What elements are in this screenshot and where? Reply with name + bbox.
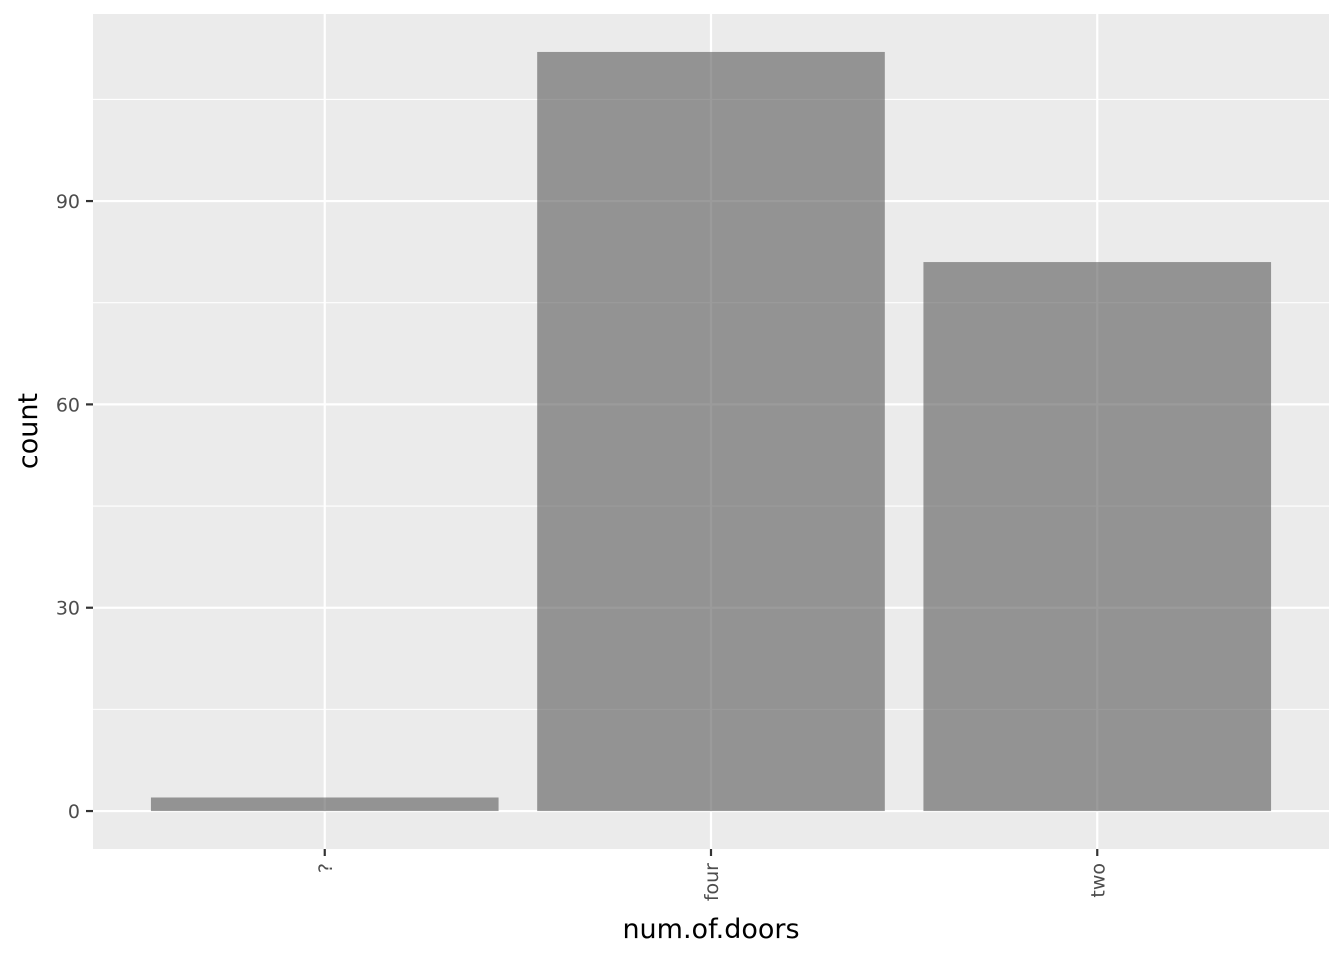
y-axis: 0 30 60 90 [56, 191, 93, 823]
bar-unknown [150, 797, 499, 812]
y-axis-title: count [13, 393, 44, 469]
y-tick-label: 90 [56, 191, 80, 213]
x-tick-label: two [1087, 863, 1109, 898]
x-axis-title: num.of.doors [622, 914, 799, 945]
bar-two [923, 262, 1272, 812]
x-tick-label: ? [315, 863, 337, 873]
y-tick-label: 30 [56, 598, 80, 620]
bar-four [537, 51, 885, 812]
y-tick-label: 0 [68, 801, 80, 823]
x-axis: ? four two [315, 849, 1109, 901]
y-tick-label: 60 [56, 394, 80, 416]
bars [150, 51, 1272, 812]
x-tick-label: four [701, 863, 723, 901]
